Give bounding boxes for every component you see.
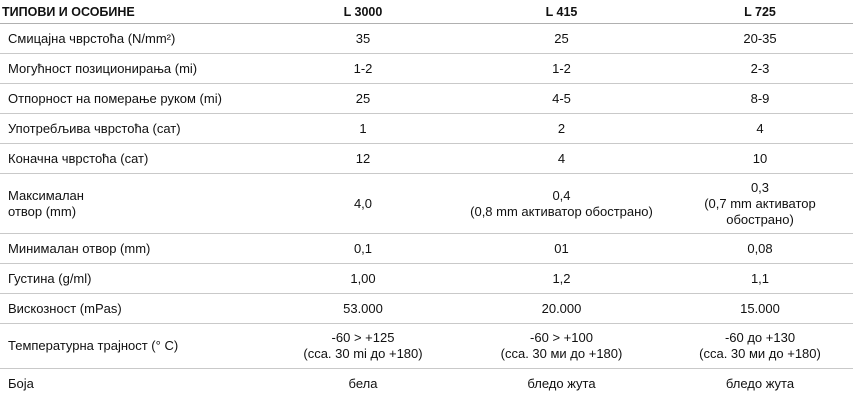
row-label: Минималан отвор (mm) xyxy=(0,233,270,264)
row-label: Густина (g/ml) xyxy=(0,263,270,294)
table-row: Вискозност (mPas) 53.000 20.000 15.000 xyxy=(0,293,853,324)
cell-l3000: бела xyxy=(348,376,378,391)
cell-l725: 15.000 xyxy=(667,293,853,324)
cell-l725: 1,1 xyxy=(667,263,853,294)
cell-l415: 1-2 xyxy=(456,53,667,84)
table-row: Могућност позиционирања (mi) 1-2 1-2 2-3 xyxy=(0,53,853,84)
cell-l725: 2-3 xyxy=(667,53,853,84)
cell-l3000: 4,0 xyxy=(270,173,456,234)
table-row: Боја бела бледо жута бледо жута xyxy=(0,369,853,400)
cell-l415: 2 xyxy=(456,113,667,144)
table-row: Употребљива чврстоћа (сат) 1 2 4 xyxy=(0,113,853,144)
cell-l725: -60 до +130 (сса. 30 ми до +180) xyxy=(667,323,853,369)
table-row: Температурна трајност (° C) -60 > +125 (… xyxy=(0,323,853,369)
header-cell-l725: L 725 xyxy=(667,0,853,24)
table-row: Коначна чврстоћа (сат) 12 4 10 xyxy=(0,143,853,174)
cell-l3000: 12 xyxy=(270,143,456,174)
cell-l725: 4 xyxy=(667,113,853,144)
table-row: Смицајна чврстоћа (N/mm²) 35 25 20-35 xyxy=(0,23,853,54)
header-row: ТИПОВИ И ОСОБИНЕ L 3000 L 415 L 725 xyxy=(0,0,853,24)
cell-l725: 10 xyxy=(667,143,853,174)
cell-l415: бледо жута xyxy=(527,376,596,391)
table-row: Густина (g/ml) 1,00 1,2 1,1 xyxy=(0,263,853,294)
row-label: Температурна трајност (° C) xyxy=(0,323,270,369)
cell-l415: 01 xyxy=(456,233,667,264)
header-cell-l3000: L 3000 xyxy=(270,0,456,24)
cell-l3000: 1-2 xyxy=(270,53,456,84)
cell-l415: -60 > +100 (сса. 30 ми до +180) xyxy=(456,323,667,369)
cell-l3000: 25 xyxy=(270,83,456,114)
cell-l3000: 53.000 xyxy=(270,293,456,324)
cell-l725: 20-35 xyxy=(667,23,853,54)
row-label: Употребљива чврстоћа (сат) xyxy=(0,113,270,144)
row-label: Могућност позиционирања (mi) xyxy=(0,53,270,84)
row-label: Боја xyxy=(8,376,34,391)
row-label: Максималан отвор (mm) xyxy=(0,173,270,234)
header-cell-properties: ТИПОВИ И ОСОБИНЕ xyxy=(0,0,270,24)
cell-l3000: 35 xyxy=(270,23,456,54)
table-row: Минималан отвор (mm) 0,1 01 0,08 xyxy=(0,233,853,264)
table-row: Отпорност на померање руком (mi) 25 4-5 … xyxy=(0,83,853,114)
cell-l415: 1,2 xyxy=(456,263,667,294)
row-label: Смицајна чврстоћа (N/mm²) xyxy=(0,23,270,54)
cell-l725: 8-9 xyxy=(667,83,853,114)
header-cell-l415: L 415 xyxy=(456,0,667,24)
row-label: Вискозност (mPas) xyxy=(0,293,270,324)
cell-l3000: 0,1 xyxy=(270,233,456,264)
cell-l3000: -60 > +125 (сса. 30 mi до +180) xyxy=(270,323,456,369)
cell-l415: 4-5 xyxy=(456,83,667,114)
cell-l725: бледо жута xyxy=(725,376,795,391)
cell-l725: 0,3 (0,7 mm активатор обострано) xyxy=(667,173,853,234)
cell-l725: 0,08 xyxy=(667,233,853,264)
row-label: Коначна чврстоћа (сат) xyxy=(0,143,270,174)
table-row: Максималан отвор (mm) 4,0 0,4 (0,8 mm ак… xyxy=(0,173,853,234)
row-label: Отпорност на померање руком (mi) xyxy=(0,83,270,114)
cell-l3000: 1 xyxy=(270,113,456,144)
cell-l415: 4 xyxy=(456,143,667,174)
cell-l3000: 1,00 xyxy=(270,263,456,294)
cell-l415: 0,4 (0,8 mm активатор обострано) xyxy=(456,173,667,234)
cell-l415: 20.000 xyxy=(456,293,667,324)
cell-l415: 25 xyxy=(456,23,667,54)
